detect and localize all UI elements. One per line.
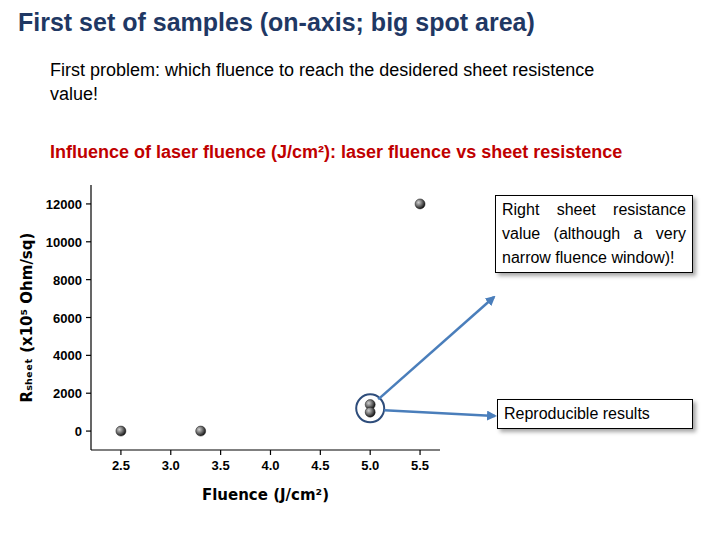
y-tick-label: 0 [75,424,82,439]
slide-heading: Influence of laser fluence (J/cm²): lase… [50,142,622,163]
slide-text: First problem: which fluence to reach th… [50,58,610,107]
y-tick [86,279,91,280]
plot-area [116,199,425,436]
x-tick-label: 2.5 [112,458,130,473]
y-tick [86,430,91,431]
x-tick [419,450,420,455]
y-tick [86,393,91,394]
x-tick [270,450,271,455]
x-tick-label: 3.5 [212,458,230,473]
x-tick [120,450,121,455]
y-tick [86,355,91,356]
callout: Right sheet resistance value (although a… [495,195,693,273]
x-tick-label: 4.5 [311,458,329,473]
y-tick [86,317,91,318]
data-point [365,407,375,417]
slide-title: First set of samples (on-axis; big spot … [18,8,535,37]
data-point [116,426,126,436]
x-tick-label: 4.0 [261,458,279,473]
data-point [415,199,425,209]
y-tick-label: 8000 [53,273,82,288]
x-axis-label: Fluence (J/cm²) [202,486,329,504]
x-tick [370,450,371,455]
y-tick-label: 12000 [46,197,82,212]
y-axis-label: Rₛₕₑₑₜ (x10⁵ Ohm/sq) [18,233,36,403]
x-tick-label: 5.5 [411,458,429,473]
x-tick-label: 3.0 [162,458,180,473]
x-axis [91,449,440,450]
y-tick [86,241,91,242]
y-tick-label: 10000 [46,235,82,250]
arrow [384,410,495,416]
y-tick [86,203,91,204]
x-tick [220,450,221,455]
y-tick-label: 4000 [53,348,82,363]
data-point [196,426,206,436]
y-tick-label: 2000 [53,386,82,401]
y-tick-label: 6000 [53,311,82,326]
arrow [378,297,494,399]
x-tick-label: 5.0 [361,458,379,473]
x-tick [320,450,321,455]
x-tick [170,450,171,455]
callout: Reproducible results [497,399,693,429]
